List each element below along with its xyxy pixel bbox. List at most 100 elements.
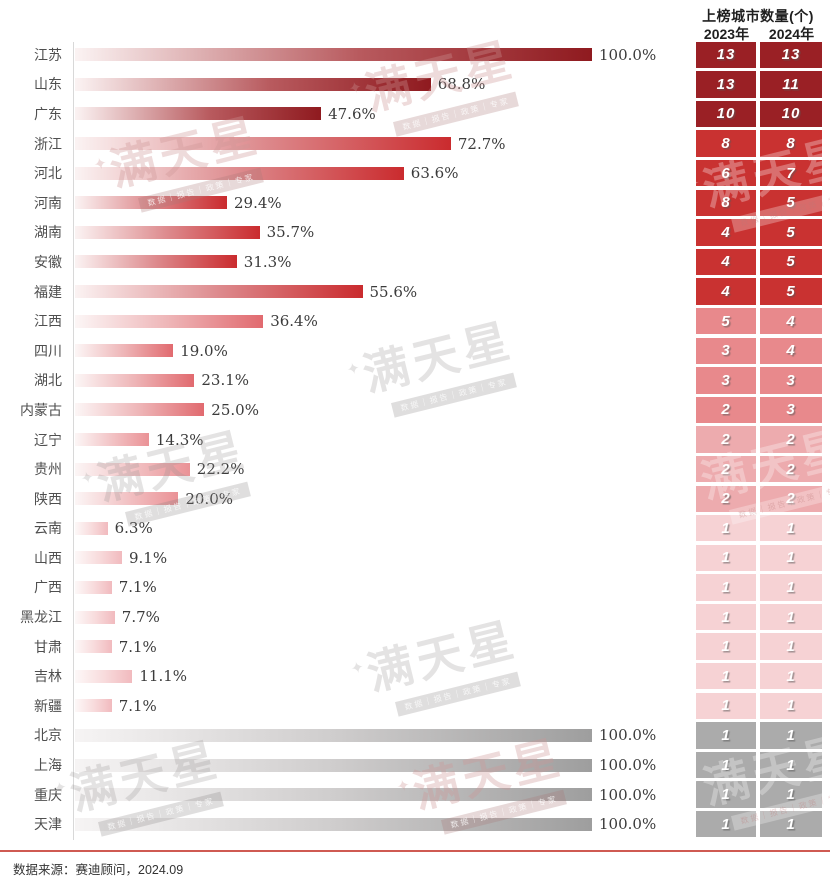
count-2023-cell: 1	[696, 722, 756, 749]
province-label: 安徽	[34, 253, 62, 270]
chart-row: 辽宁 14.3% 2 2	[0, 425, 830, 455]
value-bar	[75, 107, 322, 121]
bar-zone: 29.4%	[75, 188, 696, 218]
col-header-2023: 2023年	[703, 26, 750, 42]
count-2024-cell: 2	[760, 455, 822, 483]
bar-zone: 100.0%	[75, 750, 696, 780]
count-2024-cell: 8	[760, 130, 822, 157]
count-cells: 2 3	[696, 396, 822, 424]
count-cells: 13 13	[696, 41, 822, 68]
count-cells: 5 4	[696, 307, 822, 335]
province-label: 黑龙江	[20, 609, 62, 626]
percent-label: 55.6%	[369, 282, 418, 301]
count-cells: 4 5	[696, 219, 822, 246]
chart-row: 北京 100.0% 1 1	[0, 721, 830, 751]
percent-label: 6.3%	[114, 519, 153, 538]
percent-label: 100.0%	[599, 815, 657, 834]
value-bar	[75, 492, 179, 506]
count-2024-cell: 5	[760, 189, 822, 216]
bar-zone: 100.0%	[75, 721, 696, 751]
chart-row: 黑龙江 7.7% 1 1	[0, 602, 830, 632]
count-cells: 1 1	[696, 574, 822, 601]
count-2024-cell: 1	[760, 811, 822, 838]
province-label: 广西	[34, 579, 62, 596]
chart-row: 山东 68.8% 13 11	[0, 70, 830, 100]
bar-zone: 9.1%	[75, 543, 696, 573]
province-label: 湖北	[34, 372, 62, 389]
value-bar	[75, 285, 363, 299]
count-2024-cell: 1	[760, 515, 822, 542]
chart-row: 吉林 11.1% 1 1	[0, 661, 830, 691]
count-2024-cell: 13	[760, 41, 822, 68]
count-2023-cell: 1	[696, 781, 756, 808]
count-2023-cell: 4	[696, 278, 756, 305]
count-2024-cell: 5	[760, 278, 822, 305]
count-cells: 1 1	[696, 751, 822, 779]
count-2023-cell: 10	[696, 100, 756, 128]
province-label: 四川	[34, 342, 62, 359]
percent-label: 11.1%	[139, 667, 188, 686]
count-cells: 3 3	[696, 367, 822, 394]
count-cells: 8 8	[696, 130, 822, 157]
value-bar	[75, 462, 190, 476]
bar-zone: 68.8%	[75, 70, 696, 100]
count-2024-cell: 5	[760, 248, 822, 276]
count-2024-cell: 5	[760, 219, 822, 246]
percent-label: 68.8%	[437, 75, 486, 94]
province-label: 江苏	[34, 46, 62, 63]
value-bar	[75, 699, 112, 713]
bar-zone: 35.7%	[75, 218, 696, 248]
count-2024-cell: 2	[760, 426, 822, 453]
value-bar	[75, 137, 451, 151]
bar-zone: 7.7%	[75, 602, 696, 632]
province-label: 辽宁	[34, 431, 62, 448]
count-2023-cell: 1	[696, 692, 756, 720]
value-bar	[75, 788, 592, 802]
bar-zone: 72.7%	[75, 129, 696, 159]
province-label: 甘肃	[34, 638, 62, 655]
count-cells: 1 1	[696, 603, 822, 631]
value-bar	[75, 225, 260, 239]
province-label: 上海	[34, 757, 62, 774]
count-2023-cell: 4	[696, 219, 756, 246]
chart-rows: 江苏 100.0% 13 13 山东 68.8% 13 11 广东 47.6% …	[0, 40, 830, 839]
count-2024-cell: 7	[760, 159, 822, 187]
count-cells: 6 7	[696, 159, 822, 187]
province-label: 河南	[34, 194, 62, 211]
y-axis-line	[73, 42, 74, 840]
bar-zone: 23.1%	[75, 366, 696, 396]
count-2023-cell: 13	[696, 41, 756, 68]
chart-row: 贵州 22.2% 2 2	[0, 454, 830, 484]
province-label: 吉林	[34, 668, 62, 685]
count-2023-cell: 2	[696, 485, 756, 512]
percent-label: 29.4%	[234, 193, 282, 212]
province-label: 北京	[34, 727, 62, 744]
count-cells: 3 4	[696, 337, 822, 364]
percent-label: 47.6%	[328, 104, 376, 123]
chart-row: 天津 100.0% 1 1	[0, 809, 830, 839]
value-bar	[75, 403, 205, 417]
province-label: 内蒙古	[20, 401, 62, 418]
value-bar	[75, 314, 264, 328]
chart-row: 上海 100.0% 1 1	[0, 750, 830, 780]
count-cells: 8 5	[696, 189, 822, 216]
percent-label: 7.1%	[118, 578, 157, 597]
footer-separator-line	[0, 850, 830, 852]
chart-row: 河北 63.6% 6 7	[0, 158, 830, 188]
bar-zone: 36.4%	[75, 306, 696, 336]
chart-row: 福建 55.6% 4 5	[0, 277, 830, 307]
bar-zone: 7.1%	[75, 691, 696, 721]
province-label: 陕西	[34, 490, 62, 507]
bar-zone: 7.1%	[75, 632, 696, 662]
percent-label: 7.1%	[118, 696, 157, 715]
province-label: 山东	[34, 76, 62, 93]
bar-zone: 100.0%	[75, 40, 696, 70]
province-label: 浙江	[34, 135, 62, 152]
chart-row: 安徽 31.3% 4 5	[0, 247, 830, 277]
count-2023-cell: 1	[696, 663, 756, 690]
percent-label: 100.0%	[599, 726, 657, 745]
percent-label: 100.0%	[599, 756, 657, 775]
province-label: 贵州	[34, 461, 62, 478]
value-bar	[75, 344, 174, 358]
